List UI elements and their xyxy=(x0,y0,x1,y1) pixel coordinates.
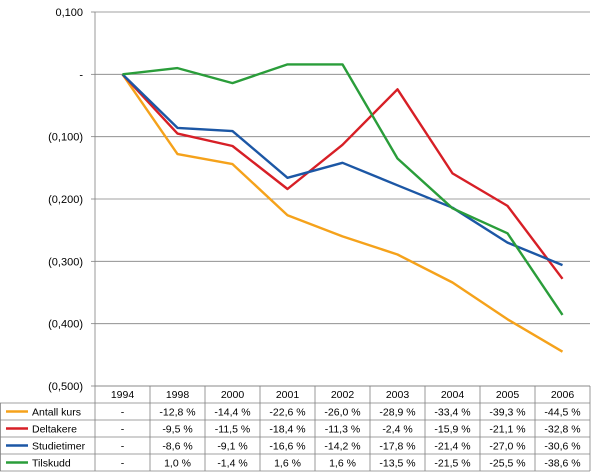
data-label: - xyxy=(121,458,125,470)
y-axis: 0,100 - (0,100) (0,200) (0,300) (0,400) (0,500… xyxy=(48,7,96,393)
data-label: -9,5 % xyxy=(162,424,192,436)
series-lines xyxy=(121,63,564,353)
data-label: -8,6 % xyxy=(162,441,192,453)
data-label: -33,4 % xyxy=(434,407,470,419)
data-table: 1994 1998 2000 2001 2002 2003 2004 2005 2006 Anta… xyxy=(0,385,591,472)
data-label: -25,5 % xyxy=(489,458,525,470)
x-tick-label: 2005 xyxy=(496,389,520,401)
data-label: -1,4 % xyxy=(217,458,247,470)
data-label: -12,8 % xyxy=(159,407,195,419)
data-label: -39,3 % xyxy=(489,407,525,419)
series-line-deltakere xyxy=(121,73,564,280)
data-label: 1,0 % xyxy=(164,458,191,470)
data-label: -15,9 % xyxy=(434,424,470,436)
series-line-studietimer xyxy=(121,73,563,267)
data-label: -11,5 % xyxy=(215,424,250,436)
data-label: 1,6 % xyxy=(274,458,301,470)
legend-label: Studietimer xyxy=(32,441,86,453)
x-tick-label: 1994 xyxy=(111,389,135,401)
data-label: -14,4 % xyxy=(214,407,250,419)
data-label: - xyxy=(121,407,125,419)
data-label: -28,9 % xyxy=(379,407,415,419)
series-line-tilskudd xyxy=(122,63,564,316)
x-tick-label: 2004 xyxy=(441,389,465,401)
data-label: -17,8 % xyxy=(379,441,415,453)
data-label: -22,6 % xyxy=(269,407,305,419)
x-tick-label: 2000 xyxy=(221,389,245,401)
x-tick-label: 2001 xyxy=(276,389,300,401)
data-label: -38,6 % xyxy=(544,458,580,470)
data-label: -18,4 % xyxy=(269,424,305,436)
data-label: -14,2 % xyxy=(324,441,360,453)
y-tick-label: (0,100) xyxy=(48,132,83,144)
data-label: -21,5 % xyxy=(434,458,470,470)
data-label: -9,1 % xyxy=(217,441,247,453)
legend-label: Antall kurs xyxy=(32,407,81,419)
legend-label: Tilskudd xyxy=(32,458,71,470)
x-tick-label: 2003 xyxy=(386,389,410,401)
y-tick-label: (0,400) xyxy=(48,319,83,331)
data-label: -2,4 % xyxy=(382,424,412,436)
data-label: - xyxy=(121,424,125,436)
data-label: -44,5 % xyxy=(544,407,580,419)
data-label: -13,5 % xyxy=(379,458,415,470)
legend-label: Deltakere xyxy=(32,424,77,436)
data-label: -32,8 % xyxy=(544,424,580,436)
y-tick-label: - xyxy=(79,69,83,81)
data-label: -16,6 % xyxy=(269,441,305,453)
y-tick-label: (0,200) xyxy=(48,194,83,206)
series-line-antall-kurs xyxy=(121,73,564,353)
data-label: -27,0 % xyxy=(489,441,525,453)
data-label: 1,6 % xyxy=(329,458,356,470)
data-label: - xyxy=(121,441,125,453)
data-label: -11,3 % xyxy=(325,424,360,436)
y-tick-label: (0,300) xyxy=(48,256,83,268)
y-tick-label: 0,100 xyxy=(55,7,83,19)
x-tick-label: 2002 xyxy=(331,389,355,401)
data-label: -26,0 % xyxy=(324,407,360,419)
data-label: -21,4 % xyxy=(434,441,470,453)
y-tick-label: (0,500) xyxy=(48,381,83,393)
x-tick-label: 2006 xyxy=(551,389,575,401)
x-tick-label: 1998 xyxy=(166,389,190,401)
data-label: -30,6 % xyxy=(544,441,580,453)
data-label: -21,1 % xyxy=(489,424,525,436)
